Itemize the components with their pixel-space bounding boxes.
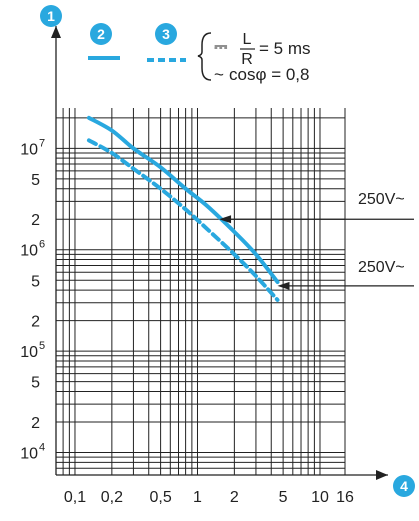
x-axis-marker: 4 — [393, 475, 415, 497]
legend-ac-value: cosφ = 0,8 — [229, 65, 309, 84]
legend-solid-marker: 2 — [97, 26, 105, 42]
series-2-solid-line — [86, 115, 280, 285]
legend-dashed-entry: 3 — [147, 23, 186, 62]
annotation-layer: 250V~ 250V~ — [219, 191, 414, 290]
y-axis-marker-label: 1 — [47, 8, 55, 24]
x-axis-arrow — [376, 470, 388, 480]
x-tick-label: 1 — [193, 489, 202, 506]
legend-dc-denominator: R — [241, 51, 253, 68]
x-tick-label: 0,5 — [149, 489, 171, 506]
voltage-annotation-arrow — [277, 281, 290, 290]
legend-dc-numerator: L — [243, 31, 252, 48]
y-tick-exponent: 7 — [39, 137, 45, 149]
series-3-dashed-line — [86, 138, 280, 302]
x-tick-label: 0,2 — [101, 489, 123, 506]
x-tick-label: 0,1 — [64, 489, 86, 506]
legend-brace — [197, 32, 212, 81]
y-tick-mantissa: 10 — [20, 141, 38, 158]
y-tick-mantissa: 2 — [31, 314, 40, 331]
legend-dc-symbol: ⎓ — [214, 37, 228, 56]
y-tick-mantissa: 10 — [20, 344, 38, 361]
voltage-annotation-arrow — [219, 215, 232, 224]
y-tick-mantissa: 5 — [31, 273, 40, 290]
y-tick-exponent: 5 — [39, 340, 45, 352]
y-tick-exponent: 4 — [39, 442, 45, 454]
x-tick-label: 16 — [336, 489, 354, 506]
legend: 2 3 ⎓ L R = 5 ms ~ cosφ = 0,8 — [88, 23, 311, 84]
series-layer — [86, 115, 280, 302]
legend-dashed-marker: 3 — [162, 26, 170, 42]
voltage-annotation-label: 250V~ — [358, 259, 405, 276]
y-tick-mantissa: 2 — [31, 212, 40, 229]
legend-solid-entry: 2 — [88, 23, 120, 60]
x-tick-label: 5 — [279, 489, 288, 506]
y-tick-exponent: 6 — [39, 239, 45, 251]
x-tick-label: 10 — [311, 489, 329, 506]
voltage-annotation-label: 250V~ — [358, 191, 405, 208]
y-tick-mantissa: 10 — [20, 446, 38, 463]
legend-ac-symbol: ~ — [214, 65, 224, 84]
y-axis-marker: 1 — [40, 5, 62, 27]
y-axis-arrow — [51, 26, 61, 38]
x-tick-label: 2 — [230, 489, 239, 506]
y-tick-mantissa: 5 — [31, 172, 40, 189]
y-tick-mantissa: 10 — [20, 243, 38, 260]
grid-layer — [55, 108, 346, 476]
y-tick-mantissa: 2 — [31, 415, 40, 432]
x-axis-marker-label: 4 — [400, 478, 408, 494]
y-tick-mantissa: 5 — [31, 375, 40, 392]
legend-dc-value: = 5 ms — [259, 39, 311, 58]
